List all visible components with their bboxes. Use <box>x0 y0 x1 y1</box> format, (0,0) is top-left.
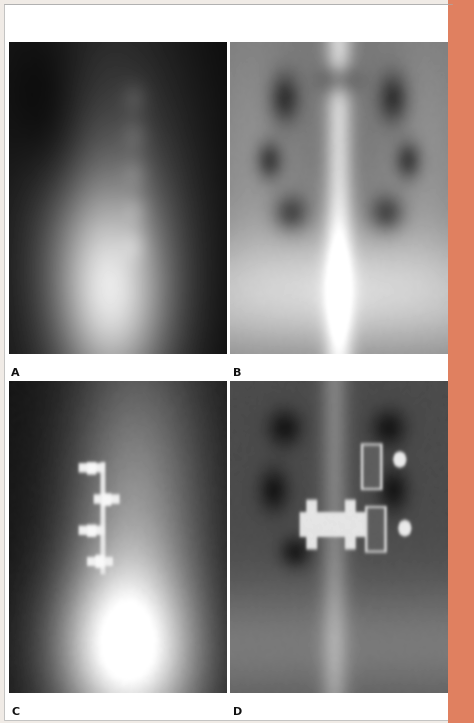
Text: D: D <box>233 707 242 717</box>
Bar <box>448 0 474 723</box>
Text: A: A <box>11 368 20 378</box>
Text: Figure 2: Figure 2 <box>12 15 70 28</box>
Text: C: C <box>11 707 19 717</box>
Text: B: B <box>233 368 241 378</box>
